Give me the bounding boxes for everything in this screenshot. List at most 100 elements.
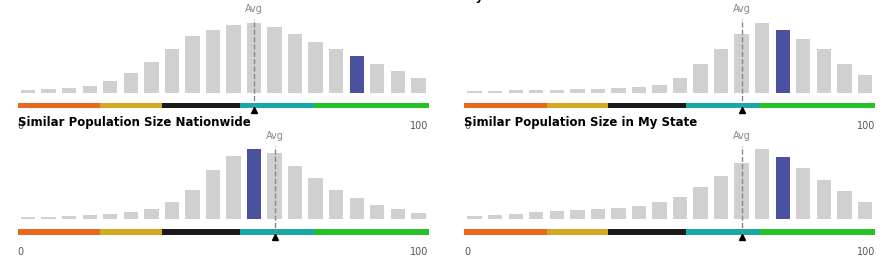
Bar xyxy=(144,209,159,219)
Bar xyxy=(288,34,303,93)
Bar xyxy=(370,205,385,219)
Bar xyxy=(652,202,667,219)
Bar xyxy=(857,202,872,219)
Bar xyxy=(672,196,688,219)
Bar xyxy=(18,229,100,235)
Bar xyxy=(734,163,749,219)
Bar xyxy=(652,85,667,93)
Bar xyxy=(796,168,811,219)
Text: 100: 100 xyxy=(856,247,875,257)
Bar xyxy=(164,49,179,93)
Text: My State: My State xyxy=(464,0,523,3)
Bar xyxy=(760,229,875,235)
Bar xyxy=(308,178,323,219)
Bar xyxy=(308,42,323,93)
Bar xyxy=(714,49,729,93)
Bar xyxy=(549,90,564,93)
Bar xyxy=(488,91,503,93)
Bar xyxy=(246,23,262,93)
Bar xyxy=(529,213,544,219)
Bar xyxy=(529,90,544,93)
Bar xyxy=(672,78,688,93)
Bar xyxy=(123,73,138,93)
Bar xyxy=(100,229,162,235)
Bar xyxy=(21,90,36,93)
Bar xyxy=(205,170,221,219)
Bar xyxy=(239,229,313,235)
Bar xyxy=(467,216,482,219)
Bar xyxy=(464,229,547,235)
Bar xyxy=(611,208,626,219)
Bar xyxy=(631,87,647,93)
Bar xyxy=(796,39,811,93)
Bar xyxy=(370,64,385,93)
Text: Avg: Avg xyxy=(732,131,751,141)
Text: 0: 0 xyxy=(464,121,471,131)
Bar xyxy=(590,209,605,219)
Bar xyxy=(349,56,364,93)
Bar xyxy=(123,212,138,219)
Bar xyxy=(390,72,405,93)
Bar xyxy=(547,103,608,108)
Bar xyxy=(608,229,686,235)
Bar xyxy=(162,229,239,235)
Bar xyxy=(185,37,200,93)
Bar xyxy=(611,88,626,93)
Bar xyxy=(313,103,429,108)
Text: 0: 0 xyxy=(464,247,471,257)
Text: Avg: Avg xyxy=(265,131,284,141)
Bar xyxy=(570,89,585,93)
Bar xyxy=(267,27,282,93)
Bar xyxy=(608,103,686,108)
Text: Avg: Avg xyxy=(732,4,751,14)
Bar xyxy=(467,91,482,93)
Bar xyxy=(508,214,523,219)
Bar xyxy=(313,229,429,235)
Bar xyxy=(549,211,564,219)
Bar xyxy=(164,202,179,219)
Bar xyxy=(816,49,831,93)
Bar xyxy=(349,198,364,219)
Bar xyxy=(239,103,313,108)
Bar xyxy=(590,89,605,93)
Text: 0: 0 xyxy=(18,121,24,131)
Bar xyxy=(837,64,852,93)
Bar xyxy=(508,90,523,93)
Bar xyxy=(693,188,708,219)
Bar xyxy=(82,86,97,93)
Bar xyxy=(103,81,118,93)
Text: 100: 100 xyxy=(410,121,429,131)
Bar xyxy=(62,216,77,219)
Bar xyxy=(464,103,547,108)
Bar xyxy=(488,215,503,219)
Bar xyxy=(686,103,760,108)
Bar xyxy=(411,78,426,93)
Bar xyxy=(570,210,585,219)
Bar xyxy=(288,166,303,219)
Bar xyxy=(775,157,790,219)
Bar xyxy=(857,75,872,93)
Bar xyxy=(631,206,647,219)
Bar xyxy=(226,25,241,93)
Bar xyxy=(41,89,56,93)
Bar xyxy=(411,213,426,219)
Text: 100: 100 xyxy=(410,247,429,257)
Bar xyxy=(390,209,405,219)
Bar xyxy=(162,103,239,108)
Bar xyxy=(775,30,790,93)
Bar xyxy=(755,149,770,219)
Bar xyxy=(103,214,118,219)
Bar xyxy=(82,215,97,219)
Bar xyxy=(816,180,831,219)
Bar xyxy=(41,217,56,219)
Bar xyxy=(760,103,875,108)
Text: 0: 0 xyxy=(18,247,24,257)
Bar xyxy=(21,217,36,219)
Text: Avg: Avg xyxy=(245,4,263,14)
Bar xyxy=(267,153,282,219)
Bar xyxy=(18,103,100,108)
Bar xyxy=(714,176,729,219)
Bar xyxy=(144,62,159,93)
Bar xyxy=(62,88,77,93)
Text: Nationwide: Nationwide xyxy=(18,0,93,3)
